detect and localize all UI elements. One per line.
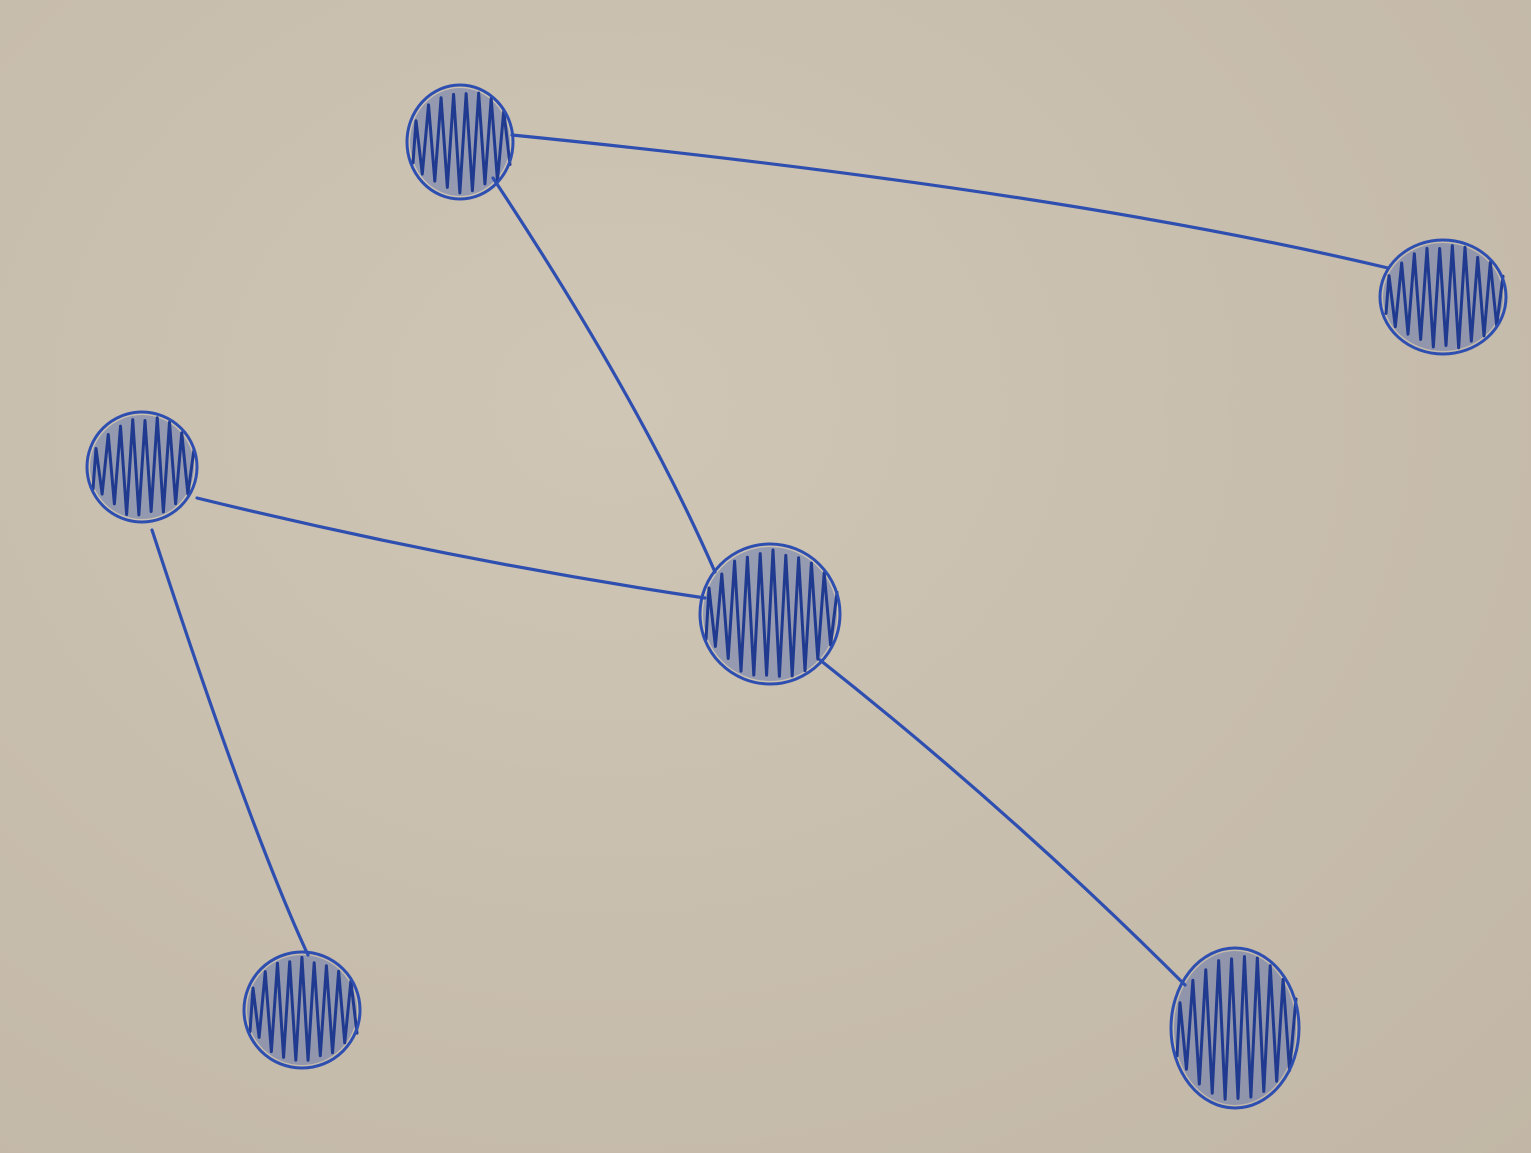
node-scribble bbox=[1175, 955, 1298, 1101]
node-n6 bbox=[1169, 946, 1301, 1110]
edge-n4-n6 bbox=[818, 658, 1187, 987]
node-scribble bbox=[704, 548, 839, 678]
node-scribble bbox=[411, 91, 512, 195]
node-outline bbox=[242, 950, 362, 1070]
node-outline bbox=[405, 83, 515, 201]
node-n2 bbox=[1378, 238, 1508, 356]
node-outline bbox=[1169, 946, 1301, 1110]
node-n3 bbox=[85, 410, 199, 524]
nodes-layer bbox=[85, 83, 1508, 1110]
node-outline bbox=[85, 410, 199, 524]
node-fill bbox=[247, 955, 357, 1065]
node-n4 bbox=[698, 542, 842, 686]
node-n5 bbox=[242, 950, 362, 1070]
edge-n3-n5 bbox=[150, 528, 310, 957]
node-outline bbox=[1378, 238, 1508, 356]
node-scribble bbox=[248, 955, 359, 1062]
node-scribble bbox=[91, 416, 196, 517]
node-scribble bbox=[1384, 244, 1505, 350]
edge-n1-n2 bbox=[510, 133, 1390, 270]
edges-layer bbox=[150, 133, 1390, 987]
edge-n3-n4 bbox=[195, 496, 707, 600]
node-outline bbox=[698, 542, 842, 686]
edge-n1-n4 bbox=[491, 176, 717, 574]
node-n1 bbox=[405, 83, 515, 201]
